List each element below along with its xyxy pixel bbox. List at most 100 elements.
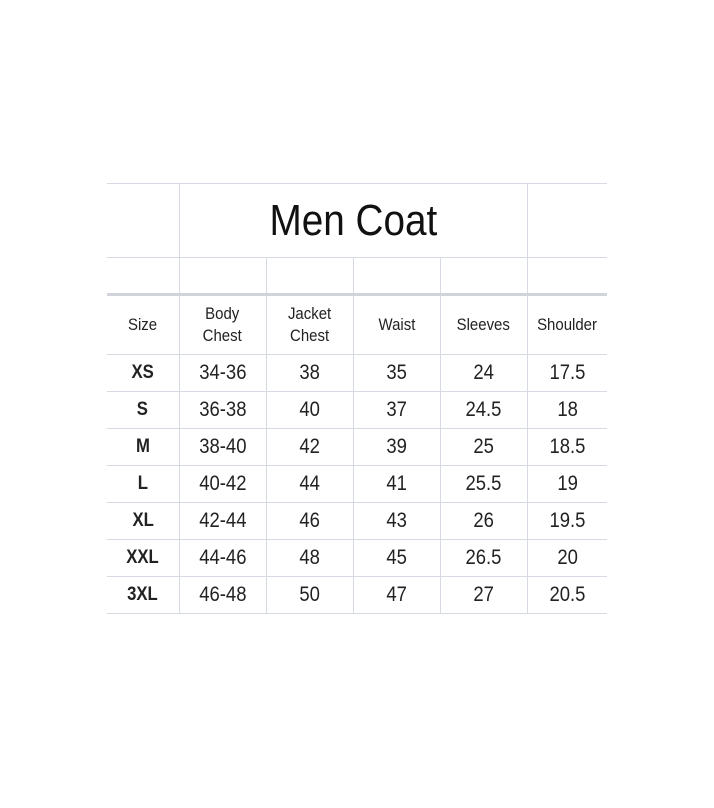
table-row: XL 42-44 46 43 26 19.5 — [107, 502, 607, 540]
cell-text: XL — [132, 510, 154, 531]
size-cell: XS — [107, 354, 180, 392]
cell-text: XS — [131, 362, 154, 383]
table-row: L 40-42 44 41 25.5 19 — [107, 465, 607, 503]
blank-cell — [352, 257, 441, 296]
cell-text: S — [137, 399, 149, 420]
column-header-label: Shoulder — [537, 315, 598, 334]
cell-text: 37 — [386, 398, 407, 421]
cell-text: 26.5 — [465, 546, 502, 569]
value-cell: 19.5 — [526, 502, 607, 540]
value-cell: 36-38 — [178, 391, 267, 429]
column-header: Shoulder — [526, 294, 607, 355]
column-header-label: Body — [205, 304, 240, 323]
blank-cell — [178, 257, 267, 296]
table-row: M 38-40 42 39 25 18.5 — [107, 428, 607, 466]
size-cell: L — [107, 465, 180, 503]
blank-cell — [439, 257, 528, 296]
table-row: S 36-38 40 37 24.5 18 — [107, 391, 607, 429]
empty-row — [107, 257, 607, 296]
value-cell: 38 — [265, 354, 354, 392]
cell-text: 27 — [473, 583, 494, 606]
header-row: Size Body Chest Jacket Chest Waist Sleeves Shou… — [107, 294, 607, 355]
cell-text: 24.5 — [465, 398, 502, 421]
column-header-label: Waist — [378, 315, 415, 334]
blank-cell — [107, 183, 180, 258]
value-cell: 18.5 — [526, 428, 607, 466]
cell-text: 42-44 — [198, 509, 247, 532]
table-row: XS 34-36 38 35 24 17.5 — [107, 354, 607, 392]
column-header: Sleeves — [439, 294, 528, 355]
cell-text: 24 — [473, 361, 494, 384]
value-cell: 50 — [265, 576, 354, 614]
value-cell: 46 — [265, 502, 354, 540]
value-cell: 43 — [352, 502, 441, 540]
cell-text: 19.5 — [549, 509, 586, 532]
value-cell: 27 — [439, 576, 528, 614]
cell-text: 47 — [386, 583, 407, 606]
cell-text: 41 — [386, 472, 407, 495]
value-cell: 44 — [265, 465, 354, 503]
value-cell: 48 — [265, 539, 354, 577]
chart-title: Men Coat — [269, 195, 437, 245]
size-table: Men Coat Size Body Chest Jacket Chest Waist Sl… — [107, 183, 607, 614]
column-header-label: Jacket — [287, 304, 332, 323]
cell-text: 45 — [386, 546, 407, 569]
blank-cell — [526, 257, 607, 296]
cell-text: 26 — [473, 509, 494, 532]
cell-text: 25.5 — [465, 472, 502, 495]
cell-text: 43 — [386, 509, 407, 532]
column-header: Size — [107, 294, 180, 355]
size-cell: S — [107, 391, 180, 429]
table-row: 3XL 46-48 50 47 27 20.5 — [107, 576, 607, 614]
cell-text: 40-42 — [198, 472, 247, 495]
title-row: Men Coat — [107, 183, 607, 258]
cell-text: 38 — [299, 361, 320, 384]
value-cell: 39 — [352, 428, 441, 466]
cell-text: 36-38 — [198, 398, 247, 421]
cell-text: 46-48 — [198, 583, 247, 606]
blank-cell — [526, 183, 607, 258]
cell-text: 19 — [556, 472, 578, 495]
cell-text: 44 — [299, 472, 320, 495]
cell-text: 17.5 — [549, 361, 586, 384]
value-cell: 38-40 — [178, 428, 267, 466]
value-cell: 25.5 — [439, 465, 528, 503]
cell-text: L — [137, 473, 148, 494]
column-header-label: Chest — [202, 326, 243, 345]
value-cell: 40-42 — [178, 465, 267, 503]
size-cell: M — [107, 428, 180, 466]
cell-text: 50 — [299, 583, 320, 606]
value-cell: 45 — [352, 539, 441, 577]
cell-text: 18.5 — [549, 435, 586, 458]
value-cell: 46-48 — [178, 576, 267, 614]
column-header: Body Chest — [178, 294, 267, 355]
value-cell: 40 — [265, 391, 354, 429]
cell-text: M — [135, 436, 150, 457]
column-header-label: Chest — [289, 326, 330, 345]
value-cell: 20.5 — [526, 576, 607, 614]
table-row: XXL 44-46 48 45 26.5 20 — [107, 539, 607, 577]
title-cell: Men Coat — [178, 183, 528, 258]
cell-text: 34-36 — [198, 361, 247, 384]
cell-text: 35 — [386, 361, 407, 384]
blank-cell — [265, 257, 354, 296]
cell-text: 20.5 — [549, 583, 586, 606]
cell-text: 18 — [556, 398, 578, 421]
cell-text: 40 — [299, 398, 320, 421]
column-header: Jacket Chest — [265, 294, 354, 355]
value-cell: 26 — [439, 502, 528, 540]
size-cell: 3XL — [107, 576, 180, 614]
size-cell: XL — [107, 502, 180, 540]
value-cell: 37 — [352, 391, 441, 429]
cell-text: 46 — [299, 509, 320, 532]
value-cell: 34-36 — [178, 354, 267, 392]
cell-text: 44-46 — [198, 546, 247, 569]
cell-text: 3XL — [127, 584, 159, 605]
column-header-label: Sleeves — [456, 315, 511, 334]
value-cell: 42-44 — [178, 502, 267, 540]
value-cell: 41 — [352, 465, 441, 503]
value-cell: 24.5 — [439, 391, 528, 429]
cell-text: 38-40 — [198, 435, 247, 458]
value-cell: 20 — [526, 539, 607, 577]
size-cell: XXL — [107, 539, 180, 577]
